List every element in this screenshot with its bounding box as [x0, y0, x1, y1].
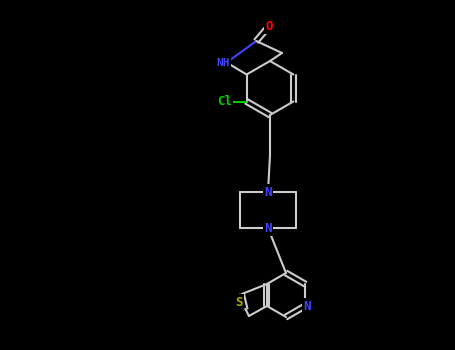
Text: N: N: [303, 300, 311, 313]
Text: NH: NH: [217, 58, 230, 69]
Text: Cl: Cl: [217, 95, 232, 108]
Text: O: O: [266, 20, 273, 33]
Text: N: N: [264, 186, 272, 198]
Text: N: N: [264, 222, 272, 235]
Text: S: S: [235, 295, 243, 308]
